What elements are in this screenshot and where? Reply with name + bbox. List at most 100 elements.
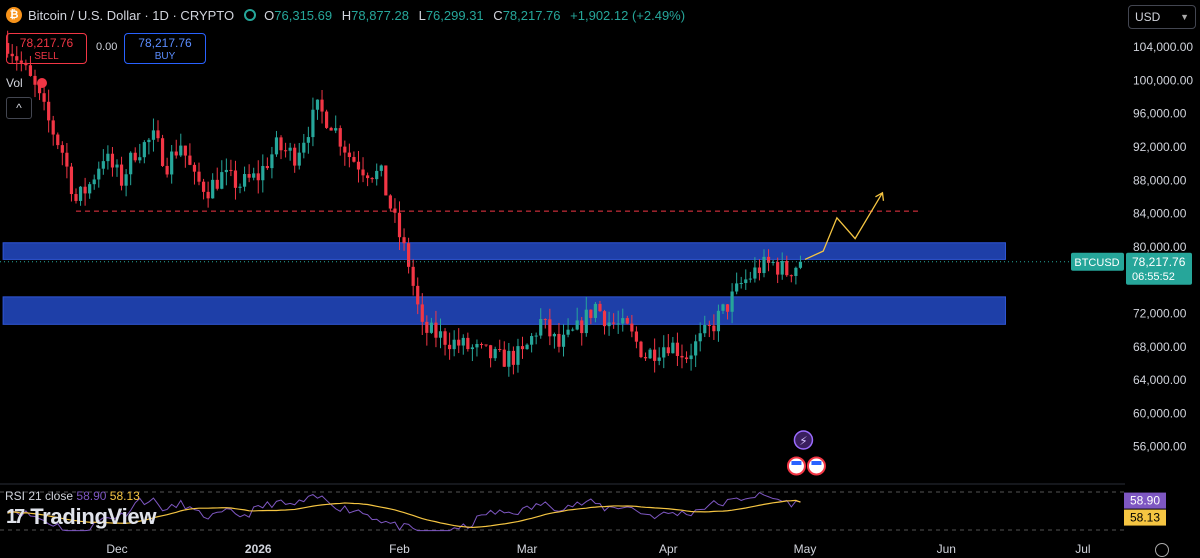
candle-body bbox=[19, 60, 23, 63]
candle-body bbox=[584, 309, 588, 334]
candle-body bbox=[643, 357, 648, 359]
candle-body bbox=[739, 283, 743, 285]
candle-body bbox=[470, 347, 474, 350]
candle-body bbox=[97, 168, 101, 180]
candle-body bbox=[489, 345, 493, 359]
candle-body bbox=[452, 339, 456, 350]
buy-button[interactable]: 78,217.76 BUY bbox=[124, 33, 206, 64]
buy-label: BUY bbox=[154, 51, 176, 62]
candle-body bbox=[129, 152, 133, 175]
candle-body bbox=[625, 318, 629, 324]
candle-body bbox=[730, 291, 734, 312]
candle-body bbox=[552, 333, 557, 337]
candle-body bbox=[771, 262, 775, 264]
candle-body bbox=[580, 320, 584, 334]
candle-body bbox=[60, 145, 64, 153]
spread-value: 0.00 bbox=[96, 41, 118, 53]
candle-body bbox=[256, 173, 260, 181]
candle-body bbox=[789, 275, 793, 277]
rsi-label: RSI 21 close bbox=[5, 489, 74, 503]
rsi-legend[interactable]: RSI 21 close 58.90 58.13 bbox=[5, 489, 140, 503]
candle-body bbox=[42, 93, 46, 102]
candle-body bbox=[612, 322, 616, 324]
buy-price: 78,217.76 bbox=[138, 36, 192, 50]
candle-body bbox=[602, 311, 607, 327]
candle-body bbox=[520, 346, 525, 350]
x-tick-label: Jun bbox=[937, 542, 956, 556]
candle-body bbox=[785, 261, 789, 276]
candle-body bbox=[115, 164, 119, 168]
candle-body bbox=[197, 171, 201, 182]
candle-body bbox=[375, 170, 379, 180]
x-tick-label: Apr bbox=[659, 542, 678, 556]
candle-body bbox=[306, 137, 310, 143]
candle-body bbox=[47, 101, 51, 121]
candle-body bbox=[6, 42, 10, 54]
candle-body bbox=[657, 357, 661, 361]
sell-label: SELL bbox=[34, 51, 59, 62]
candle-body bbox=[511, 350, 515, 365]
rsi-line bbox=[7, 491, 801, 532]
x-tick-label: Dec bbox=[106, 542, 127, 556]
candle-body bbox=[420, 304, 424, 322]
candle-body bbox=[457, 339, 461, 346]
tradingview-logo[interactable]: 17 TradingView bbox=[6, 504, 156, 530]
candle-body bbox=[288, 147, 292, 151]
candle-body bbox=[270, 154, 274, 169]
rsi-ma-line bbox=[7, 499, 801, 529]
candle-body bbox=[530, 336, 534, 345]
candle-body bbox=[384, 165, 388, 196]
ohlc-values: O76,315.69 H78,877.28 L76,299.31 C78,217… bbox=[264, 7, 686, 23]
candle-body bbox=[634, 331, 639, 342]
x-tick-label: Jul bbox=[1075, 542, 1090, 556]
candle-body bbox=[666, 347, 670, 354]
y-tick-label: 104,000.00 bbox=[1133, 40, 1193, 54]
candle-body bbox=[794, 267, 798, 276]
projection-arrowhead bbox=[875, 191, 885, 201]
currency-value: USD bbox=[1135, 10, 1161, 24]
candle-body bbox=[101, 161, 105, 169]
sell-price: 78,217.76 bbox=[19, 36, 74, 50]
candle-body bbox=[548, 319, 552, 337]
rsi-value-tag bbox=[1124, 492, 1166, 509]
candle-body bbox=[566, 329, 570, 335]
candle-body bbox=[484, 344, 488, 346]
candle-body bbox=[74, 194, 78, 201]
y-tick-label: 84,000.00 bbox=[1133, 207, 1187, 221]
candle-body bbox=[352, 157, 356, 162]
candle-body bbox=[324, 111, 329, 128]
candle-body bbox=[707, 324, 711, 326]
branding-text: TradingView bbox=[30, 504, 157, 529]
candle-body bbox=[748, 278, 752, 280]
candle-body bbox=[156, 130, 160, 139]
chevron-down-icon: ▼ bbox=[1180, 12, 1189, 22]
candle-body bbox=[712, 325, 716, 332]
candle-body bbox=[721, 304, 725, 311]
candle-body bbox=[411, 266, 415, 286]
currency-select[interactable]: USD ▼ bbox=[1128, 5, 1196, 29]
ticker-label: BTCUSD bbox=[1074, 257, 1119, 269]
candle-body bbox=[684, 357, 689, 360]
candle-body bbox=[201, 181, 206, 192]
event-markers[interactable]: ⚡ bbox=[786, 430, 826, 476]
symbol-title[interactable]: Bitcoin / U.S. Dollar · 1D · CRYPTO bbox=[28, 7, 235, 23]
y-tick-label: 92,000.00 bbox=[1133, 140, 1187, 154]
candle-body bbox=[247, 174, 251, 178]
sell-button[interactable]: 78,217.76 SELL bbox=[6, 33, 87, 64]
rsi-legend-ma: 58.13 bbox=[109, 489, 140, 503]
candle-body bbox=[689, 355, 693, 360]
candle-body bbox=[744, 279, 748, 284]
volume-label[interactable]: Vol bbox=[6, 76, 23, 90]
x-axis[interactable]: Dec 2026 Feb Mar Apr May Jun Jul bbox=[106, 542, 1090, 556]
y-axis[interactable]: 56,000.00 60,000.00 64,000.00 68,000.00 72,0… bbox=[1133, 40, 1193, 454]
settings-gear-icon[interactable] bbox=[1155, 543, 1169, 557]
candle-body bbox=[138, 157, 142, 161]
candle-body bbox=[694, 341, 698, 356]
price-tag-countdown: 06:55:52 bbox=[1132, 271, 1175, 283]
candle-body bbox=[343, 146, 347, 153]
candle-body bbox=[703, 324, 707, 334]
candle-body bbox=[630, 323, 634, 332]
chevron-up-icon[interactable]: ^ bbox=[6, 97, 32, 119]
